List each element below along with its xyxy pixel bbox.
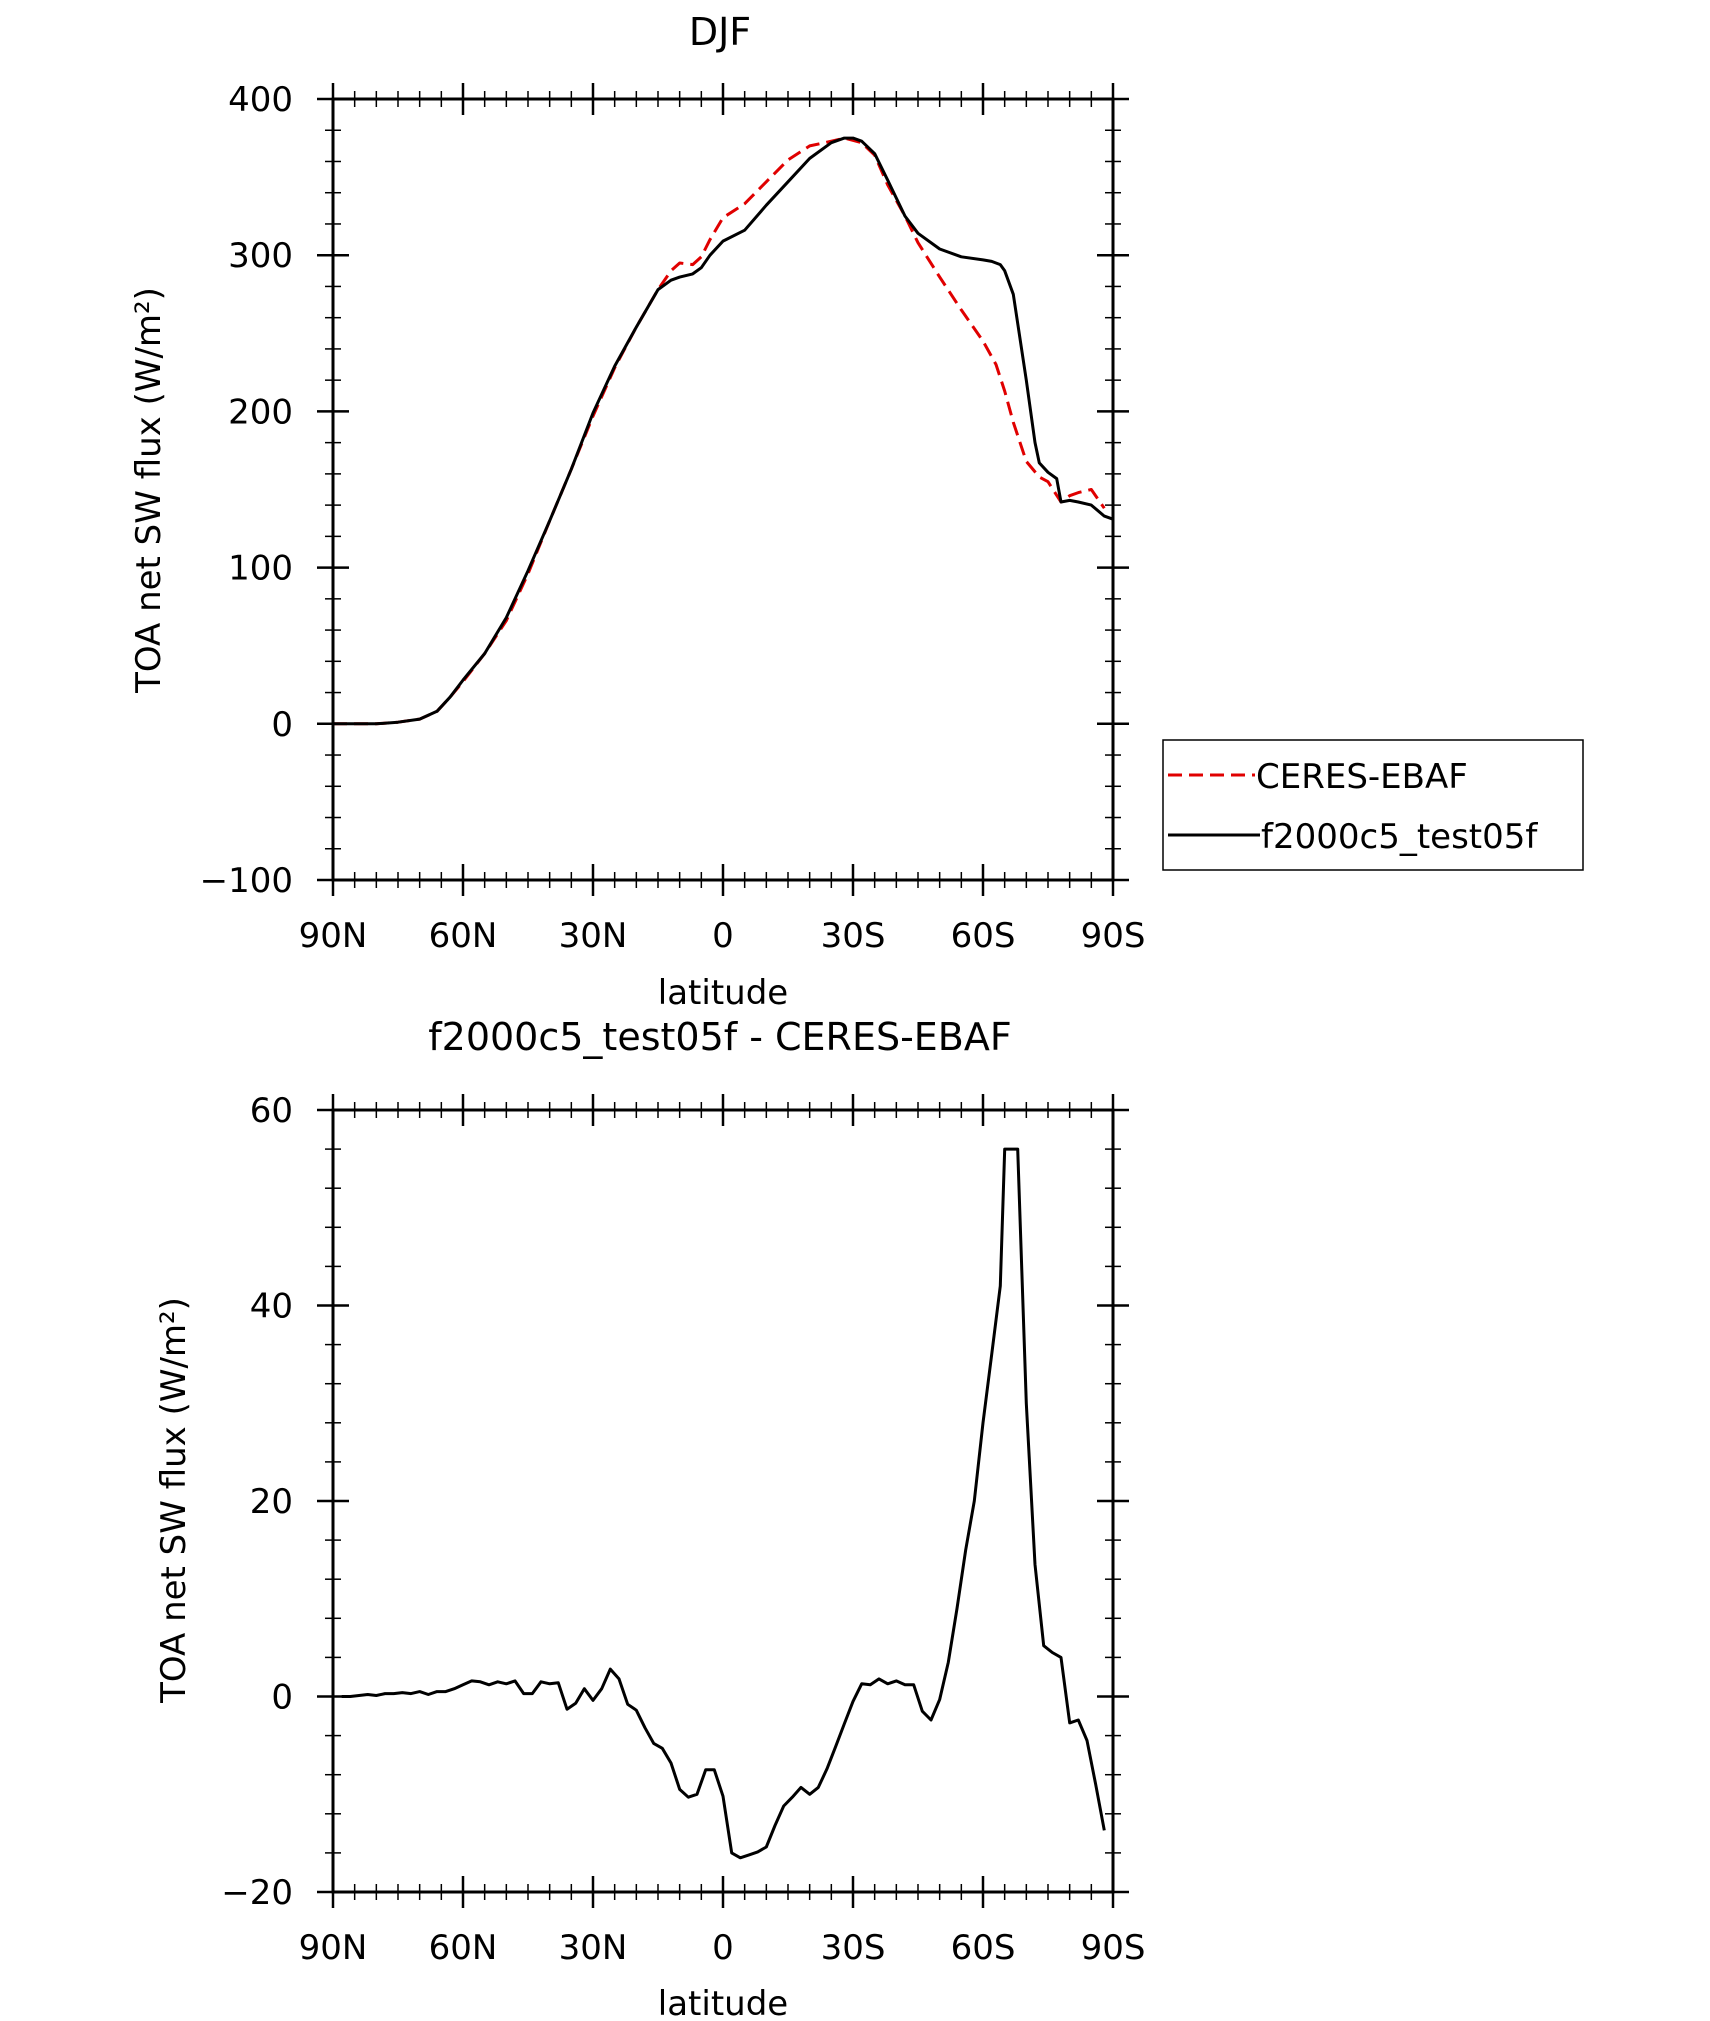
y-tick-label: −20 xyxy=(221,1873,293,1913)
x-tick-label: 60N xyxy=(429,1928,498,1968)
y-axis-title: TOA net SW flux (W/m²) xyxy=(129,287,169,694)
plot-lines xyxy=(333,136,1114,726)
plot-frame xyxy=(331,1108,1115,1894)
x-tick-label: 60S xyxy=(951,1928,1016,1968)
x-tick-label: 0 xyxy=(712,916,734,956)
y-axis-title: TOA net SW flux (W/m²) xyxy=(154,1297,194,1704)
chart-panel-djf: DJF 90N 60N 30N 0 30S 60S 90S −100 0 100 200 300 40… xyxy=(129,10,1584,1013)
x-tick-label: 30S xyxy=(821,1928,886,1968)
plot-frame xyxy=(331,97,1115,882)
y-tick-label: 300 xyxy=(228,236,293,276)
x-tick-labels: 90N 60N 30N 0 30S 60S 90S xyxy=(299,916,1146,956)
y-tick-label: 400 xyxy=(228,80,293,120)
y-tick-label: 20 xyxy=(250,1482,293,1522)
x-tick-labels: 90N 60N 30N 0 30S 60S 90S xyxy=(299,1928,1146,1968)
x-axis-title: latitude xyxy=(658,1984,788,2021)
y-tick-label: 60 xyxy=(250,1091,293,1131)
series-line-ceres-ebaf xyxy=(333,136,1106,726)
x-tick-label: 90S xyxy=(1081,916,1146,956)
axes-ticks xyxy=(317,83,1129,896)
chart-panel-difference: f2000c5_test05f - CERES-EBAF 90N 60N 30N 0 3… xyxy=(154,1015,1145,2021)
x-tick-label: 60N xyxy=(429,916,498,956)
y-tick-labels: −100 0 100 200 300 400 xyxy=(200,80,293,901)
x-tick-label: 90N xyxy=(299,1928,368,1968)
y-tick-labels: −20 0 20 40 60 xyxy=(221,1091,293,1913)
x-tick-label: 30N xyxy=(559,1928,628,1968)
x-tick-label: 90S xyxy=(1081,1928,1146,1968)
legend-box xyxy=(1162,739,1584,871)
chart-title: DJF xyxy=(689,10,751,54)
legend: CERES-EBAF f2000c5_test05f xyxy=(1162,739,1584,871)
x-tick-label: 30S xyxy=(821,916,886,956)
x-axis-title: latitude xyxy=(658,973,788,1013)
axes-ticks xyxy=(317,1094,1129,1908)
x-tick-label: 0 xyxy=(712,1928,734,1968)
y-tick-label: 100 xyxy=(228,549,293,589)
y-tick-label: 200 xyxy=(228,392,293,432)
y-tick-label: −100 xyxy=(200,861,293,901)
y-tick-label: 0 xyxy=(271,1678,293,1718)
legend-label-f2000c5-test05f: f2000c5_test05f xyxy=(1261,817,1538,857)
series-line-f2000c5-test05f-ceres-ebaf xyxy=(341,1147,1106,1860)
x-tick-label: 60S xyxy=(951,916,1016,956)
plot-lines xyxy=(341,1147,1106,1860)
series-line-f2000c5-test05f xyxy=(333,136,1114,726)
x-tick-label: 90N xyxy=(299,916,368,956)
y-tick-label: 0 xyxy=(271,705,293,745)
x-tick-label: 30N xyxy=(559,916,628,956)
legend-label-ceres-ebaf: CERES-EBAF xyxy=(1256,757,1468,797)
chart-title: f2000c5_test05f - CERES-EBAF xyxy=(428,1015,1011,1059)
y-tick-label: 40 xyxy=(250,1287,293,1327)
